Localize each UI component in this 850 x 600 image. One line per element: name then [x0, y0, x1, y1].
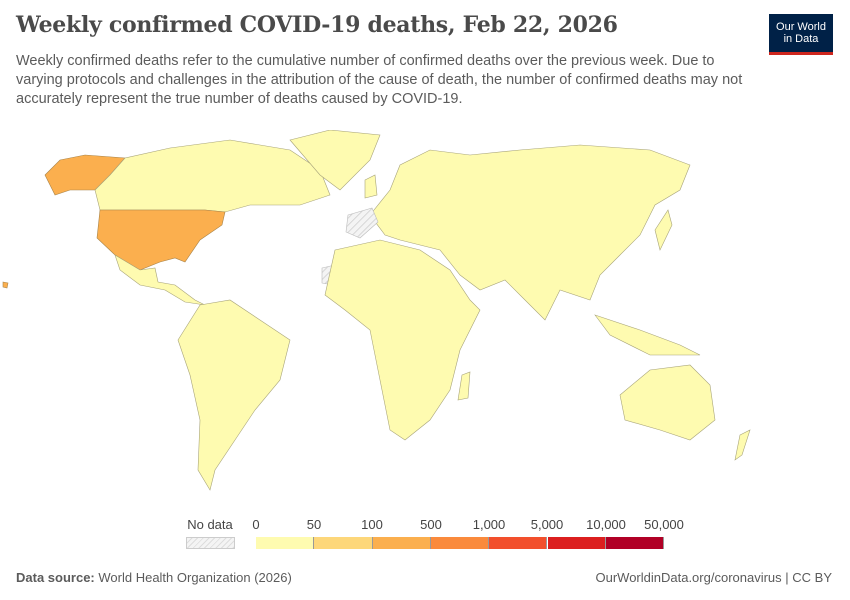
- legend-swatch[interactable]: [314, 537, 373, 549]
- country-japan[interactable]: [654, 209, 673, 251]
- country-australia[interactable]: [619, 364, 716, 441]
- legend-tick: 10,000: [586, 517, 626, 532]
- legend-swatch[interactable]: [489, 537, 548, 549]
- country-mexico-central-america[interactable]: [114, 254, 206, 306]
- credit-link[interactable]: OurWorldinData.org/coronavirus | CC BY: [595, 570, 832, 585]
- country-uk[interactable]: [364, 174, 378, 199]
- country-africa[interactable]: [324, 239, 481, 441]
- country-united-states[interactable]: [96, 209, 226, 271]
- country-hawaii[interactable]: [2, 281, 9, 289]
- country-spain-nodata[interactable]: [345, 207, 379, 239]
- chart-subtitle: Weekly confirmed deaths refer to the cum…: [16, 53, 743, 107]
- country-south-america[interactable]: [177, 299, 291, 491]
- legend-swatch[interactable]: [256, 537, 315, 549]
- data-source: Data source: World Health Organization (…: [16, 570, 292, 585]
- country-eurasia[interactable]: [369, 144, 691, 321]
- country-indonesia[interactable]: [594, 314, 701, 356]
- owid-logo[interactable]: Our World in Data: [769, 14, 833, 55]
- country-new-zealand[interactable]: [734, 429, 751, 461]
- legend-swatch[interactable]: [430, 537, 490, 549]
- legend-swatch[interactable]: [605, 537, 665, 549]
- world-map: [2, 130, 751, 491]
- legend-tick: 100: [361, 517, 383, 532]
- legend-tick: 500: [420, 517, 442, 532]
- chart-title: Weekly confirmed COVID-19 deaths, Feb 22…: [16, 12, 618, 38]
- legend-swatch[interactable]: [372, 537, 431, 549]
- legend-tick: 1,000: [472, 517, 506, 532]
- no-data-swatch: [186, 537, 235, 549]
- legend-tick: 50: [306, 517, 322, 532]
- legend-tick: 5,000: [530, 517, 564, 532]
- country-canada[interactable]: [94, 139, 331, 213]
- country-greenland[interactable]: [289, 130, 381, 191]
- no-data-label: No data: [187, 517, 233, 532]
- legend-swatch[interactable]: [547, 537, 606, 549]
- legend-tick: 0: [252, 517, 260, 532]
- legend-tick: 50,000: [644, 517, 684, 532]
- country-madagascar[interactable]: [457, 371, 471, 401]
